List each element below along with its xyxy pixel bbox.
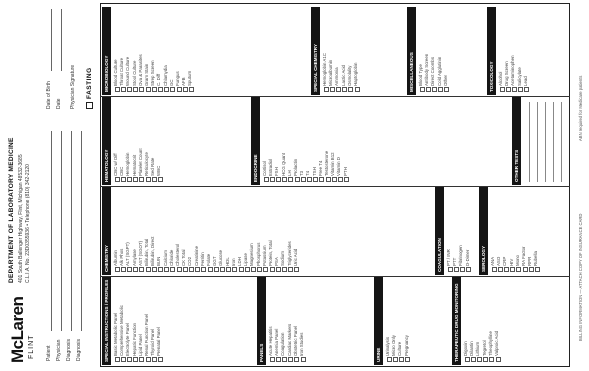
section-items-serology: ANA ASO CRP HIV Mono RA Factor RPR Rubella <box>490 190 566 272</box>
section-items-special: Basic Metabolic Panel Comprehensive Metab… <box>113 280 255 362</box>
section-title-coag: COAGULATION <box>435 187 444 275</box>
test-checkbox-item[interactable]: PTH <box>343 100 349 182</box>
section-title-other: OTHER TESTS <box>512 97 521 185</box>
section-title-chemistry: CHEMISTRY <box>102 187 111 275</box>
department-title: DEPARTMENT OF LABORATORY MEDICINE <box>8 137 15 283</box>
footer-abn-note: ABN required for Medicare patients <box>578 75 583 141</box>
date-field-label: Date <box>56 98 62 109</box>
test-checkbox-item[interactable]: Uric Acid <box>293 190 299 272</box>
write-in-line[interactable] <box>553 102 554 182</box>
section-title-urine: URINE <box>374 277 383 365</box>
write-in-line[interactable] <box>529 102 530 182</box>
section-title-special2: SPECIAL CHEMISTRY <box>311 7 320 95</box>
section-items-other <box>523 100 566 182</box>
field-input-line[interactable] <box>81 131 82 331</box>
write-in-line[interactable] <box>537 102 538 182</box>
section-items-hematology: CBC w/ Diff CBC Hemoglobin Hematocrit Platel… <box>113 100 249 182</box>
test-checkbox-item[interactable]: Pregnancy <box>404 280 410 362</box>
field-label: Diagnosis <box>66 339 72 361</box>
section-items-tox: Alcohol Drug Screen Acetaminophen Salicylat… <box>498 10 566 92</box>
section-items-panels: Acute Hepatitis Anemia Panel Coagulation Ca… <box>268 280 372 362</box>
test-checkbox-item[interactable]: Iron Studies <box>299 280 305 362</box>
test-checkbox-item[interactable]: Other <box>443 10 449 92</box>
section-items-micro: Blood Culture Throat Culture Wound Culture… <box>113 10 309 92</box>
section-items-drug: Digoxin Dilantin Lithium Tegretol Theophylli… <box>463 280 566 362</box>
column-divider <box>100 186 570 187</box>
date-input-line[interactable] <box>51 9 52 71</box>
test-checkbox-item[interactable]: Lead <box>523 10 529 92</box>
write-in-line[interactable] <box>545 102 546 182</box>
field-label: Diagnosis <box>76 339 82 361</box>
mclaren-logo: McLaren <box>8 296 27 363</box>
field-input-line[interactable] <box>51 131 52 331</box>
section-items-urine: Urinalysis Micro Only Culture Pregnancy <box>385 280 450 362</box>
date-input-line[interactable] <box>61 9 62 71</box>
field-input-line[interactable] <box>71 131 72 331</box>
section-title-endocrine: ENDOCRINE <box>251 97 260 185</box>
field-label: Physician <box>56 339 62 361</box>
section-items-coag: PT / INR PTT Fibrinogen D-Dimer <box>446 190 477 272</box>
fasting-label[interactable]: FASTING <box>86 67 93 109</box>
field-input-line[interactable] <box>61 131 62 331</box>
column-divider <box>100 96 570 97</box>
write-in-line[interactable] <box>561 102 562 182</box>
section-title-tox: TOXICOLOGY <box>487 7 496 95</box>
test-checkbox-item[interactable]: Haptoglobin <box>353 10 359 92</box>
test-checkbox-item[interactable]: Valproic Acid <box>494 280 500 362</box>
test-checkbox-item[interactable]: WBC <box>156 100 162 182</box>
section-items-endocrine: Cortisol Estradiol FSH HCG Quant LH Prolactin… <box>262 100 510 182</box>
section-title-micro: MICROBIOLOGY <box>102 7 111 95</box>
test-checkbox-item[interactable]: Rubella <box>533 190 539 272</box>
location-label: FLINT <box>28 334 35 359</box>
address-line-1: 401 South Ballenger Highway, Flint, Mich… <box>18 154 24 283</box>
section-items-misc: Blood Type Antibody Screen Direct Coombs Co… <box>418 10 485 92</box>
section-title-drug: THERAPEUTIC DRUG MONITORING <box>452 277 461 365</box>
test-checkbox-item[interactable]: Prenatal Panel <box>156 280 162 362</box>
section-title-misc: MISCELLANEOUS <box>407 7 416 95</box>
field-label: Patient <box>46 345 52 361</box>
section-title-panels: PANELS <box>257 277 266 365</box>
fasting-text: FASTING <box>86 67 94 99</box>
address-line-2: C.L.I.A. No. 23D0355936 • Telephone (810… <box>25 164 31 283</box>
section-title-hematology: HEMATOLOGY <box>102 97 111 185</box>
test-checkbox-item[interactable]: D-Dimer <box>465 190 471 272</box>
test-checkbox-item[interactable]: Sputum <box>187 10 193 92</box>
footer-billing-note: BILLING INFORMATION — ATTACH COPY OF INS… <box>578 213 583 341</box>
section-title-serology: SEROLOGY <box>479 187 488 275</box>
section-items-chemistry: Albumin Alk Phos ALT (SGPT) Amylase AST (SGO… <box>113 190 433 272</box>
fasting-checkbox[interactable] <box>86 102 93 109</box>
date-field-label: Date of Birth <box>46 81 52 109</box>
column-divider <box>100 276 570 277</box>
section-title-special: SPECIAL INSTRUCTIONS / PROFILES <box>102 277 111 365</box>
signature-label: Physician Signature <box>70 64 76 109</box>
section-items-special2: Hemoglobin A1C Microalbumin Ammonia Lactic … <box>322 10 405 92</box>
